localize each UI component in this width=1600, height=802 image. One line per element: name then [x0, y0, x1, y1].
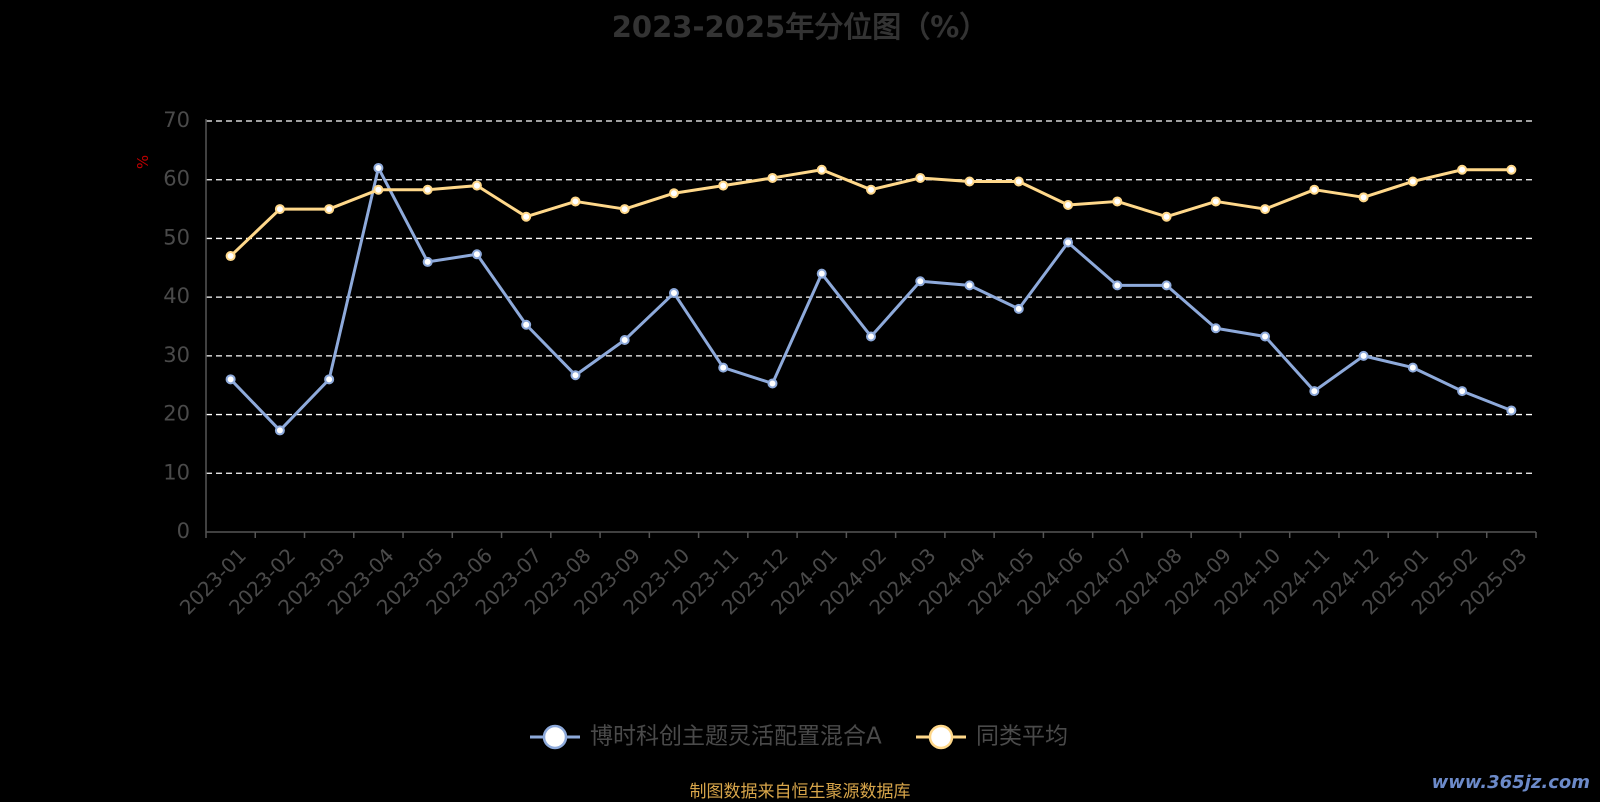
data-point[interactable] — [619, 204, 630, 215]
data-point[interactable] — [964, 176, 975, 187]
data-point[interactable] — [225, 251, 236, 262]
data-point[interactable] — [225, 374, 236, 385]
data-point[interactable] — [1112, 196, 1123, 207]
data-point[interactable] — [1260, 204, 1271, 215]
data-point[interactable] — [1210, 323, 1221, 334]
data-point[interactable] — [718, 362, 729, 373]
data-point[interactable] — [422, 256, 433, 267]
data-point[interactable] — [668, 188, 679, 199]
data-point[interactable] — [1309, 386, 1320, 397]
y-tick-label: 0 — [177, 519, 190, 543]
data-point[interactable] — [1013, 176, 1024, 187]
data-point[interactable] — [521, 319, 532, 330]
legend-label: 同类平均 — [976, 724, 1068, 750]
data-point[interactable] — [816, 164, 827, 175]
data-point[interactable] — [1161, 211, 1172, 222]
data-point[interactable] — [1210, 196, 1221, 207]
data-point[interactable] — [767, 378, 778, 389]
legend[interactable]: 博时科创主题灵活配置混合A 同类平均 — [530, 724, 1068, 750]
y-tick-label: 20 — [163, 402, 190, 426]
legend-label: 博时科创主题灵活配置混合A — [590, 724, 882, 750]
y-tick-labels: 0 10 20 30 40 50 60 70 — [163, 108, 190, 543]
data-point[interactable] — [274, 425, 285, 436]
data-point[interactable] — [1309, 184, 1320, 195]
data-point[interactable] — [521, 211, 532, 222]
legend-swatch-marker — [542, 724, 568, 750]
y-tick-label: 50 — [163, 225, 190, 249]
data-point[interactable] — [1013, 303, 1024, 314]
data-point[interactable] — [373, 184, 384, 195]
y-tick-label: 70 — [163, 108, 190, 132]
data-point[interactable] — [1358, 350, 1369, 361]
data-source-note: 制图数据来自恒生聚源数据库 — [689, 782, 911, 802]
data-point[interactable] — [1457, 164, 1468, 175]
legend-item-0[interactable]: 博时科创主题灵活配置混合A — [530, 724, 882, 750]
data-point[interactable] — [1260, 331, 1271, 342]
series-line-1 — [229, 168, 1512, 258]
y-tick-label: 10 — [163, 460, 190, 484]
data-point[interactable] — [1161, 280, 1172, 291]
data-point[interactable] — [866, 184, 876, 195]
data-point[interactable] — [1358, 192, 1369, 203]
data-point[interactable] — [915, 172, 926, 183]
data-point[interactable] — [570, 370, 581, 381]
data-point[interactable] — [373, 162, 384, 173]
data-point[interactable] — [1407, 176, 1418, 187]
data-point[interactable] — [915, 276, 926, 287]
data-point[interactable] — [718, 180, 729, 191]
chart-title: 2023-2025年分位图（%） — [611, 10, 989, 44]
data-point[interactable] — [1112, 280, 1123, 291]
data-point[interactable] — [1506, 164, 1517, 175]
watermark: www.365jz.com — [1431, 772, 1590, 793]
data-point[interactable] — [1407, 362, 1418, 373]
data-point[interactable] — [1457, 386, 1468, 397]
data-point[interactable] — [324, 204, 335, 215]
y-axis-label: % — [134, 155, 152, 169]
data-point[interactable] — [471, 180, 482, 191]
data-point[interactable] — [619, 335, 630, 346]
data-point[interactable] — [1063, 237, 1074, 248]
legend-item-1[interactable]: 同类平均 — [916, 724, 1068, 750]
x-tick-labels: 2023-012023-022023-032023-042023-052023-… — [175, 543, 1532, 619]
data-point[interactable] — [274, 204, 285, 215]
series-lines — [225, 162, 1517, 436]
data-point[interactable] — [816, 268, 827, 279]
data-point[interactable] — [570, 196, 581, 207]
y-tick-label: 60 — [163, 167, 190, 191]
axes — [205, 119, 1537, 538]
legend-swatch-marker — [928, 724, 954, 750]
grid-lines — [206, 120, 1536, 474]
data-point[interactable] — [767, 172, 778, 183]
y-tick-label: 40 — [163, 284, 190, 308]
data-point[interactable] — [1063, 199, 1074, 210]
data-point[interactable] — [324, 374, 335, 385]
data-point[interactable] — [964, 280, 975, 291]
data-point[interactable] — [668, 288, 679, 299]
data-point[interactable] — [422, 184, 433, 195]
data-point[interactable] — [1506, 405, 1517, 416]
data-point[interactable] — [471, 249, 482, 260]
data-point[interactable] — [866, 331, 876, 342]
y-tick-label: 30 — [163, 343, 190, 367]
